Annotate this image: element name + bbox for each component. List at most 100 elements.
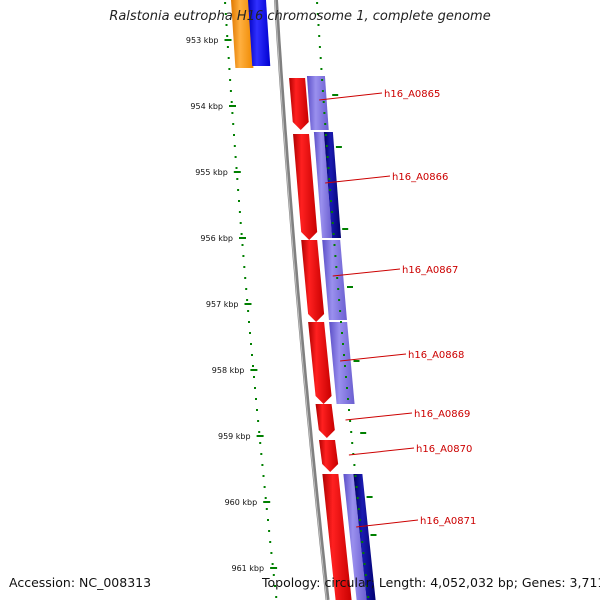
guide-dots-left	[238, 200, 240, 202]
guide-dots-right	[344, 365, 346, 367]
gene-label-7: h16_A0871	[420, 516, 476, 527]
guide-dots-right	[316, 13, 319, 15]
guide-dots-left	[248, 321, 250, 323]
guide-dots-right	[349, 420, 352, 422]
guide-dots-left	[250, 343, 252, 345]
gene-label-2: h16_A0866	[392, 172, 448, 183]
guide-dots-right	[367, 596, 370, 598]
guide-dots-right	[321, 90, 324, 92]
right-dash-6	[360, 432, 367, 434]
guide-dots-left	[229, 90, 232, 92]
cog-block-navy-2	[353, 474, 376, 600]
tick-label-7: 959 kbp	[218, 432, 251, 441]
tick-mark-7	[256, 435, 264, 437]
guide-dots-right	[345, 376, 347, 378]
guide-dots-left	[234, 156, 237, 158]
guide-dots-left	[232, 123, 235, 125]
gene-label-4: h16_A0868	[408, 350, 464, 361]
cds-arrow-5	[315, 404, 335, 438]
tick-label-4: 956 kbp	[200, 234, 233, 243]
gene-leader-6	[348, 447, 415, 456]
guide-dots-left	[256, 409, 258, 411]
cog-block-blue	[248, 0, 271, 66]
guide-dots-left	[226, 35, 229, 37]
gene-label-5: h16_A0869	[414, 409, 470, 420]
right-dash-8	[370, 534, 377, 536]
guide-dots-right	[330, 200, 332, 202]
guide-dots-right	[353, 464, 356, 466]
guide-dots-right	[364, 574, 367, 576]
guide-dots-right	[342, 343, 344, 345]
tick-mark-1	[224, 39, 232, 41]
guide-dots-left	[240, 233, 243, 235]
guide-dots-right	[316, 2, 319, 4]
guide-dots-right	[351, 442, 354, 444]
cds-arrow-3	[301, 240, 325, 322]
tick-label-2: 954 kbp	[190, 102, 223, 111]
guide-dots-right	[324, 123, 327, 125]
tick-mark-9	[270, 567, 278, 569]
cog-block-lilac-2	[313, 132, 333, 238]
guide-dots-left	[230, 101, 233, 103]
guide-dots-right	[354, 475, 357, 477]
guide-dots-right	[320, 68, 323, 70]
guide-dots-right	[356, 497, 359, 499]
guide-dots-left	[267, 519, 269, 521]
guide-dots-left	[236, 178, 239, 180]
backbone-line	[274, 0, 330, 601]
guide-dots-left	[233, 134, 235, 136]
guide-dots-left	[272, 574, 275, 576]
cog-block-lilac-1	[306, 76, 329, 130]
tick-label-1: 953 kbp	[186, 36, 219, 45]
right-dash-4	[347, 286, 353, 288]
guide-dots-right	[339, 310, 342, 312]
guide-dots-left	[263, 486, 266, 488]
guide-dots-left	[257, 420, 260, 422]
right-dash-2	[335, 146, 342, 148]
guide-dots-left	[245, 288, 248, 290]
guide-dots-right	[329, 189, 332, 191]
guide-dots-right	[347, 398, 349, 400]
tick-label-5: 957 kbp	[206, 300, 239, 309]
guide-dots-right	[335, 266, 338, 268]
tick-mark-5	[244, 303, 252, 305]
guide-dots-right	[362, 552, 365, 554]
guide-dots-left	[269, 541, 272, 543]
genome-summary-text: Topology: circular; Length: 4,052,032 bp…	[262, 575, 600, 590]
guide-dots-right	[317, 24, 320, 26]
guide-dots-right	[319, 57, 322, 59]
guide-dots-left	[264, 497, 267, 499]
guide-dots-left	[228, 68, 231, 70]
guide-dots-right	[323, 112, 326, 114]
guide-dots-right	[341, 332, 343, 334]
guide-dots-left	[260, 453, 263, 455]
guide-dots-right	[325, 145, 328, 147]
guide-dots-left	[275, 596, 278, 598]
right-dash-5	[353, 360, 360, 362]
guide-dots-right	[360, 530, 363, 532]
cds-arrow-2	[293, 134, 318, 240]
guide-dots-left	[274, 585, 276, 587]
guide-dots-right	[340, 321, 342, 323]
map-title: Ralstonia eutropha H16 chromosome 1, com…	[109, 9, 491, 24]
tick-mark-3	[233, 171, 241, 173]
scale-ticks: 953 kbp 954 kbp 955 kbp 956 kbp 957 kbp 958 k…	[186, 2, 377, 598]
cog-block-lilac-4	[329, 322, 355, 404]
guide-dots-left	[253, 376, 255, 378]
backbone-highlight	[274, 0, 328, 601]
guide-dots-right	[325, 134, 327, 136]
guide-dots-right	[327, 167, 330, 169]
tick-mark-6	[250, 369, 258, 371]
guide-dots-left	[226, 46, 229, 48]
guide-dots-right	[337, 288, 340, 290]
cds-arrow-7	[322, 474, 352, 600]
right-dash-3	[342, 228, 349, 230]
guide-dots-right	[321, 79, 324, 81]
cds-arrow-6	[319, 440, 339, 472]
guide-dots-right	[363, 563, 366, 565]
guide-dots-left	[229, 79, 232, 81]
cog-block-lilac-5	[343, 474, 367, 600]
tick-label-3: 955 kbp	[195, 168, 228, 177]
